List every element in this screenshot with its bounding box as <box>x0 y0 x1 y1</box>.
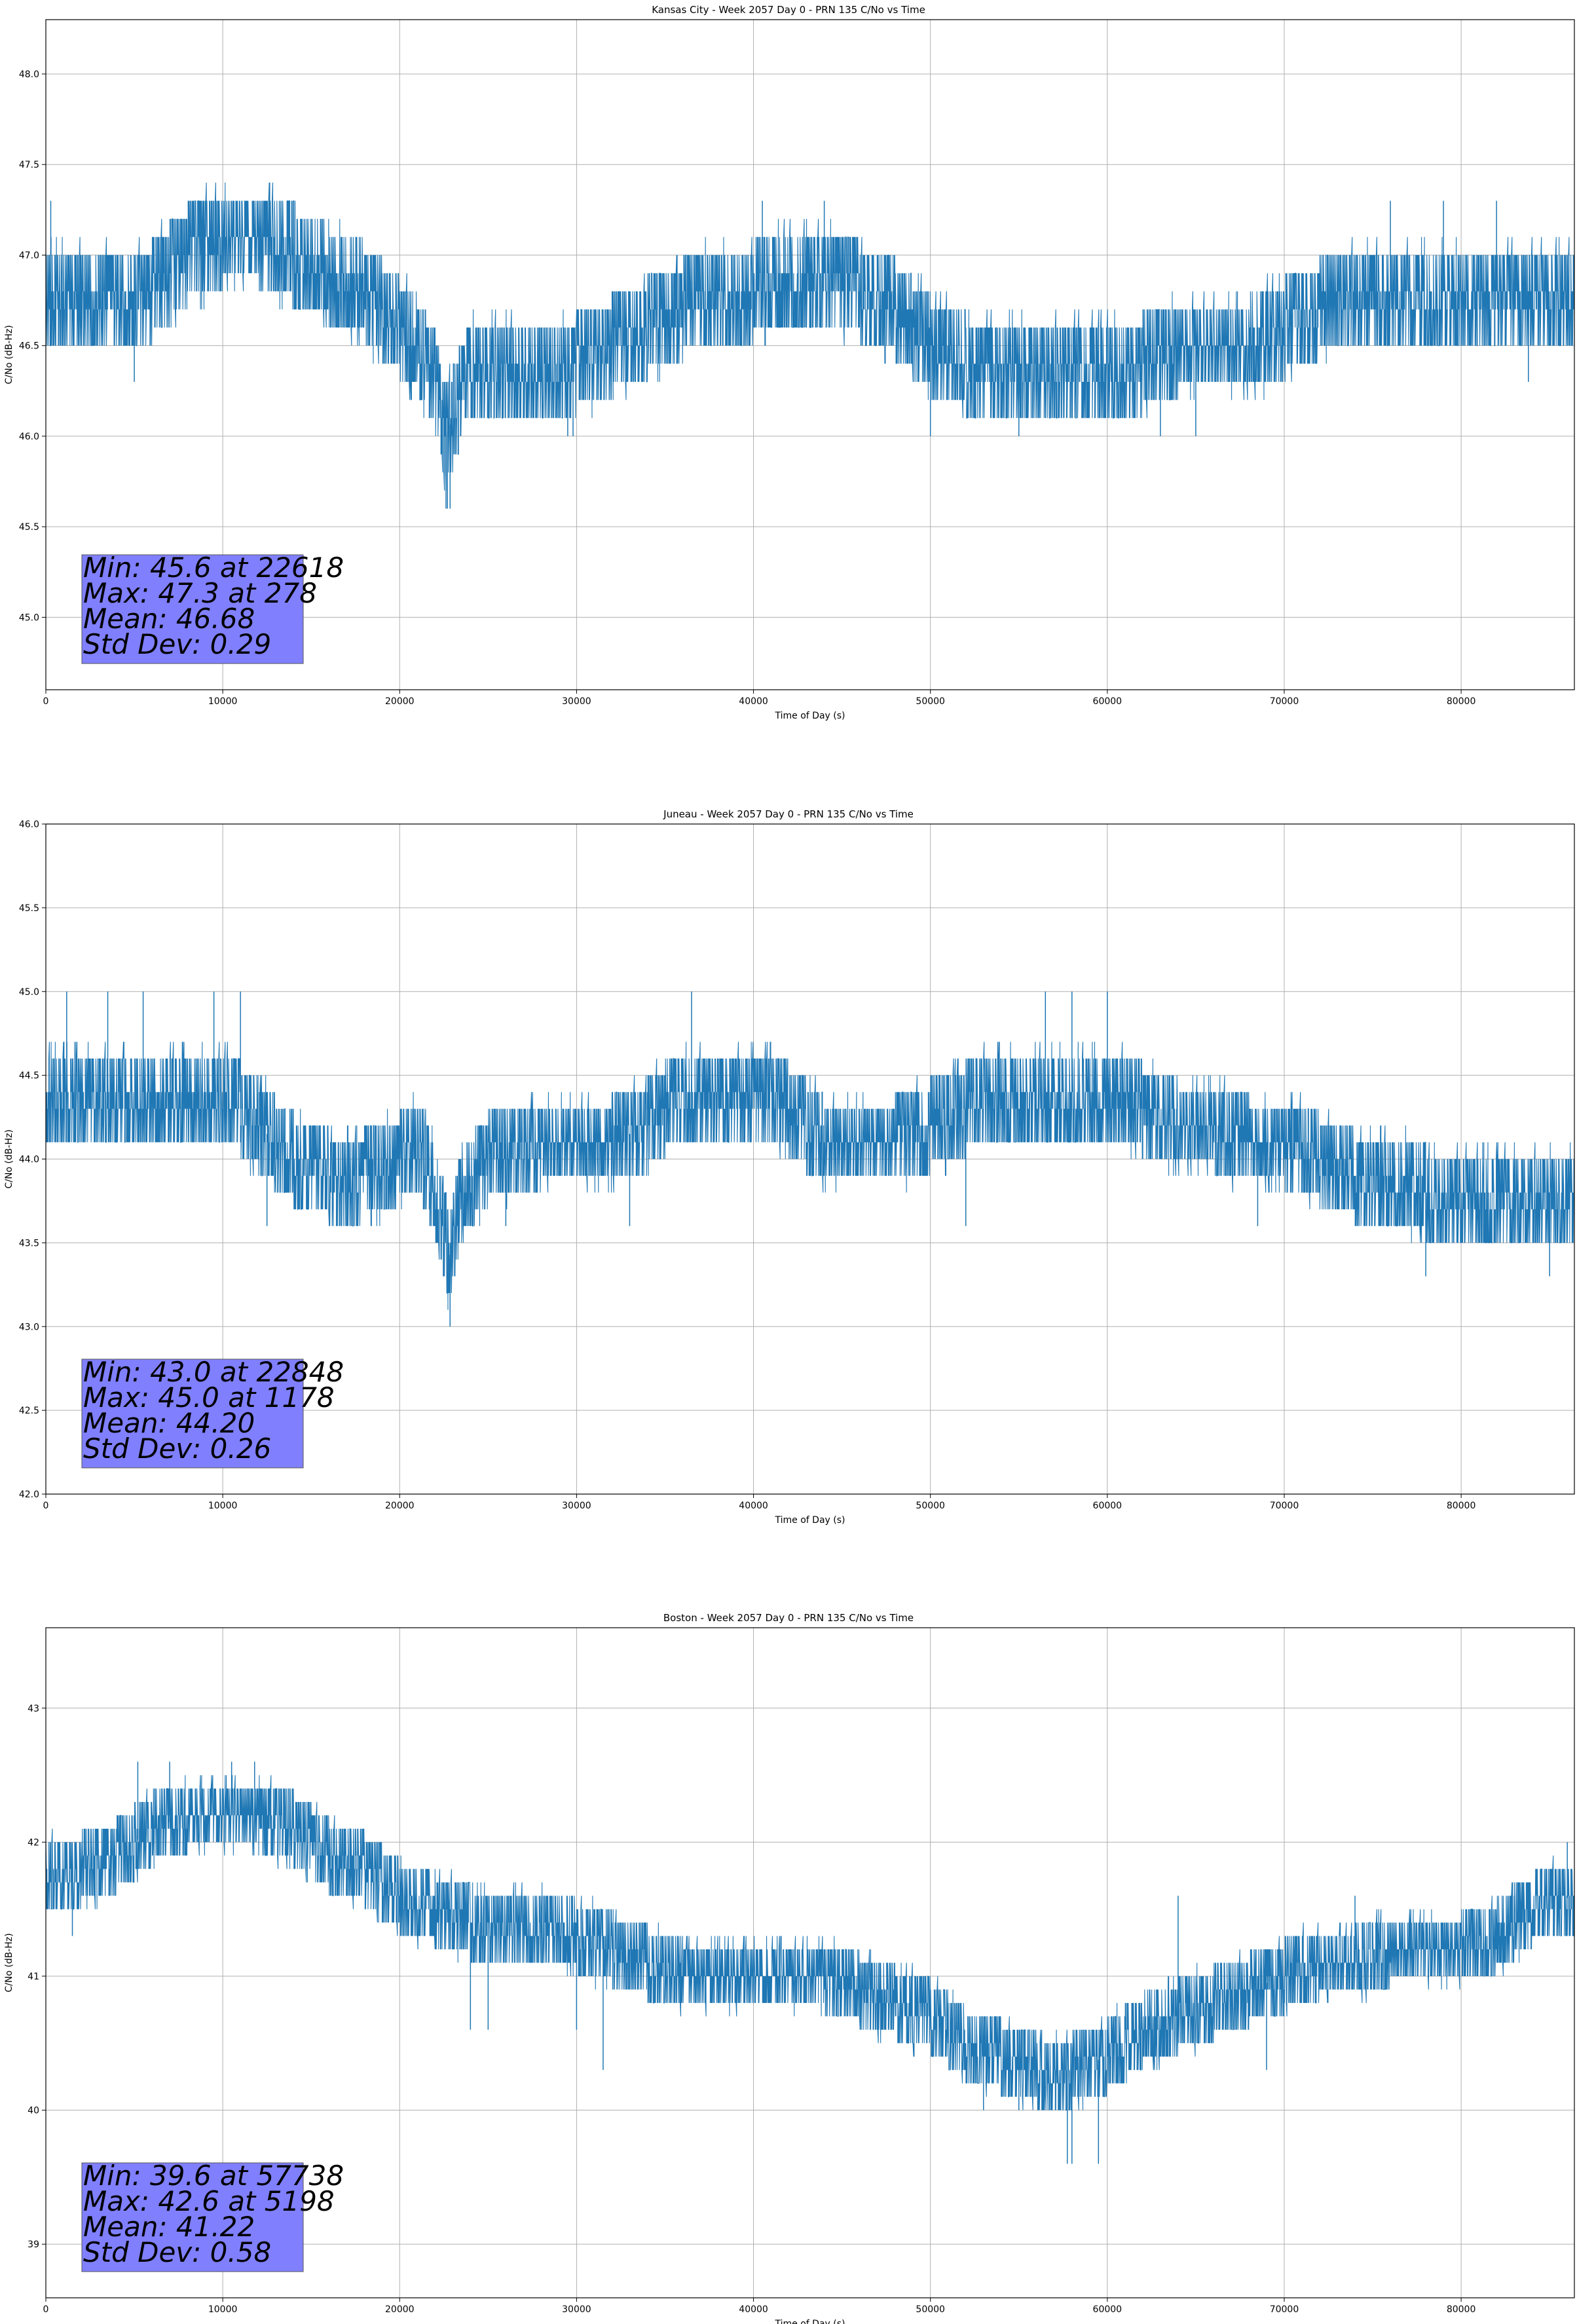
chart-title: Boston - Week 2057 Day 0 - PRN 135 C/No … <box>663 1612 914 1624</box>
y-axis-label: C/No (dB-Hz) <box>4 1129 14 1188</box>
data-series <box>45 991 1575 1327</box>
y-tick-label: 47.5 <box>19 160 39 170</box>
x-tick-label: 70000 <box>1270 1501 1299 1511</box>
y-tick-label: 45.5 <box>19 522 39 533</box>
x-axis-ticks: 0 10000 20000 30000 40000 50000 60000 70000 8000… <box>43 2298 1476 2315</box>
x-tick-label: 10000 <box>208 1501 238 1511</box>
y-tick-label: 42 <box>28 1837 39 1848</box>
stats-box: Min: 43.0 at 22848 Max: 45.0 at 1178 Mea… <box>81 1356 344 1469</box>
stats-mean: Mean: 46.68 <box>83 603 255 635</box>
x-tick-label: 30000 <box>562 1501 591 1511</box>
x-tick-label: 50000 <box>916 2304 945 2315</box>
x-tick-label: 10000 <box>208 2304 238 2315</box>
x-tick-label: 80000 <box>1447 1501 1476 1511</box>
x-tick-label: 50000 <box>916 1501 945 1511</box>
chart-title: Juneau - Week 2057 Day 0 - PRN 135 C/No … <box>663 808 914 820</box>
x-tick-label: 20000 <box>385 2304 415 2315</box>
stats-box: Min: 45.6 at 22618 Max: 47.3 at 278 Mean… <box>81 552 344 664</box>
y-tick-label: 43 <box>28 1704 39 1714</box>
x-tick-label: 0 <box>43 1501 49 1511</box>
y-tick-label: 43.0 <box>19 1322 39 1332</box>
y-tick-label: 42.5 <box>19 1406 39 1416</box>
x-tick-label: 60000 <box>1093 2304 1122 2315</box>
y-tick-label: 45.5 <box>19 903 39 914</box>
x-tick-label: 20000 <box>385 696 415 707</box>
chart-panel-juneau: Juneau - Week 2057 Day 0 - PRN 135 C/No … <box>4 808 1575 1526</box>
x-axis-ticks: 0 10000 20000 30000 40000 50000 60000 70000 8000… <box>43 690 1476 707</box>
x-tick-label: 0 <box>43 696 49 707</box>
x-tick-label: 20000 <box>385 1501 415 1511</box>
y-axis-ticks: 39 40 41 42 43 <box>28 1704 46 2250</box>
stats-min: Min: 43.0 at 22848 <box>83 1356 344 1388</box>
data-series <box>45 182 1575 509</box>
y-tick-label: 39 <box>28 2240 39 2250</box>
chart-panel-kansas-city: Kansas City - Week 2057 Day 0 - PRN 135 … <box>4 4 1575 721</box>
y-tick-label: 46.0 <box>19 819 39 830</box>
y-axis-label: C/No (dB-Hz) <box>4 325 14 384</box>
x-tick-label: 40000 <box>739 696 768 707</box>
y-tick-label: 46.5 <box>19 341 39 352</box>
stats-box-background <box>81 2162 304 2272</box>
y-tick-label: 45.0 <box>19 987 39 998</box>
y-axis-ticks: 42.0 42.5 43.0 43.5 44.0 44.5 45.0 45.5 46.0 <box>19 819 46 1500</box>
series-line <box>45 182 1575 491</box>
stats-mean: Mean: 44.20 <box>83 1407 255 1439</box>
stats-stddev: Std Dev: 0.29 <box>83 628 271 660</box>
x-tick-label: 60000 <box>1093 696 1122 707</box>
y-tick-label: 46.0 <box>19 432 39 442</box>
stats-box-background <box>81 1359 304 1469</box>
stats-stddev: Std Dev: 0.26 <box>83 1433 271 1465</box>
y-tick-label: 44.5 <box>19 1071 39 1081</box>
axes-frame <box>45 1627 1575 2298</box>
stats-max: Max: 47.3 at 278 <box>83 577 317 609</box>
axes-frame <box>45 19 1575 690</box>
y-axis-label: C/No (dB-Hz) <box>4 1933 14 1992</box>
chart-title: Kansas City - Week 2057 Day 0 - PRN 135 … <box>652 4 925 16</box>
x-tick-label: 0 <box>43 2304 49 2315</box>
y-axis-ticks: 45.0 45.5 46.0 46.5 47.0 47.5 48.0 <box>19 69 46 623</box>
y-tick-label: 47.0 <box>19 250 39 261</box>
x-axis-ticks: 0 10000 20000 30000 40000 50000 60000 70000 8000… <box>43 1494 1476 1511</box>
x-tick-label: 40000 <box>739 2304 768 2315</box>
x-axis-label: Time of Day (s) <box>775 2319 845 2324</box>
x-tick-label: 80000 <box>1447 696 1476 707</box>
y-tick-label: 42.0 <box>19 1490 39 1500</box>
x-tick-label: 40000 <box>739 1501 768 1511</box>
y-tick-label: 43.5 <box>19 1238 39 1248</box>
y-tick-label: 48.0 <box>19 69 39 80</box>
stats-max: Max: 45.0 at 1178 <box>83 1381 335 1414</box>
x-tick-label: 10000 <box>208 696 238 707</box>
series-line <box>45 1041 1575 1310</box>
x-axis-label: Time of Day (s) <box>775 1515 845 1526</box>
stats-box-background <box>81 554 304 664</box>
chart-panel-boston: Boston - Week 2057 Day 0 - PRN 135 C/No … <box>4 1612 1575 2324</box>
y-tick-label: 41 <box>28 1972 39 1982</box>
x-tick-label: 30000 <box>562 696 591 707</box>
x-tick-label: 30000 <box>562 2304 591 2315</box>
y-tick-label: 44.0 <box>19 1155 39 1165</box>
x-tick-label: 70000 <box>1270 2304 1299 2315</box>
x-tick-label: 60000 <box>1093 1501 1122 1511</box>
data-series <box>45 1761 1575 2164</box>
stats-mean: Mean: 41.22 <box>83 2211 255 2243</box>
x-tick-label: 80000 <box>1447 2304 1476 2315</box>
series-line <box>45 1775 1575 2111</box>
stats-min: Min: 45.6 at 22618 <box>83 552 344 584</box>
y-tick-label: 40 <box>28 2106 39 2116</box>
stats-box: Min: 39.6 at 57738 Max: 42.6 at 5198 Mea… <box>81 2160 344 2272</box>
x-axis-label: Time of Day (s) <box>775 711 845 721</box>
y-tick-label: 45.0 <box>19 612 39 623</box>
x-tick-label: 50000 <box>916 696 945 707</box>
x-tick-label: 70000 <box>1270 696 1299 707</box>
stats-max: Max: 42.6 at 5198 <box>83 2185 335 2217</box>
stats-min: Min: 39.6 at 57738 <box>83 2160 344 2192</box>
stats-stddev: Std Dev: 0.58 <box>83 2236 271 2268</box>
